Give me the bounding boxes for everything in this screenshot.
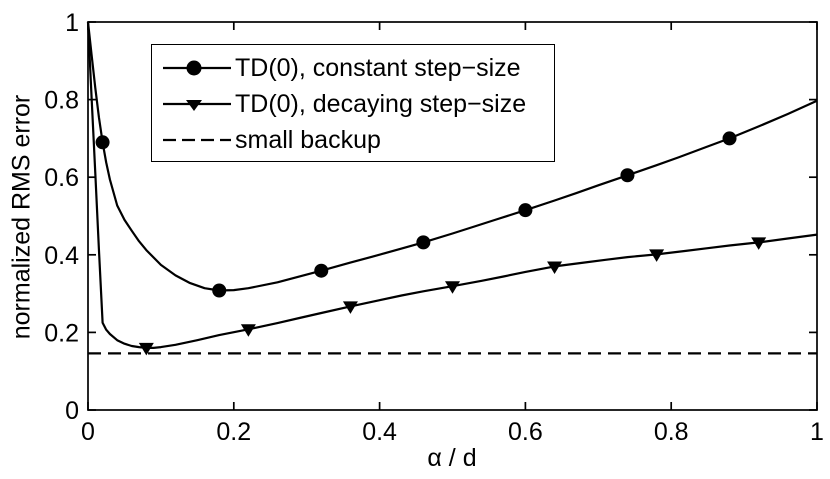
y-tick-label: 0.2	[44, 319, 79, 347]
legend-entry: TD(0), decaying step−size	[163, 86, 554, 122]
data-marker-triangle	[445, 281, 460, 294]
series-line	[86, 21, 818, 292]
data-marker-triangle	[751, 237, 767, 250]
data-marker-triangle	[342, 301, 358, 314]
series-line	[86, 21, 818, 349]
legend-entry-label: TD(0), decaying step−size	[235, 89, 527, 118]
x-tick-label: 0	[81, 418, 95, 446]
legend-line-circle-marker-icon	[163, 60, 231, 76]
x-axis-label: α / d	[427, 444, 477, 472]
data-marker-circle	[314, 263, 329, 278]
legend-line-triangle-marker-icon	[163, 100, 231, 111]
y-tick-label: 0	[65, 397, 79, 425]
legend-entry: TD(0), constant step−size	[163, 50, 554, 86]
legend-dashed-line-icon	[163, 138, 231, 142]
y-tick-label: 1	[65, 9, 79, 37]
data-marker-circle	[416, 235, 431, 250]
x-tick-label: 0.4	[362, 418, 397, 446]
data-marker-triangle	[649, 249, 665, 262]
data-marker-triangle	[138, 342, 154, 356]
legend-entry-label: TD(0), constant step−size	[235, 53, 521, 82]
data-marker-circle	[620, 168, 635, 183]
x-tick-label: 1	[810, 418, 824, 446]
y-tick-label: 0.4	[44, 242, 79, 270]
data-marker-circle	[722, 131, 737, 146]
y-axis-label: normalized RMS error	[7, 94, 36, 340]
data-marker-triangle	[547, 261, 563, 274]
data-marker-triangle	[240, 324, 256, 337]
legend-entry: small backup	[163, 122, 554, 158]
y-tick-label: 0.8	[44, 87, 79, 115]
data-marker-circle	[212, 283, 227, 298]
data-marker-circle	[95, 135, 110, 150]
legend: TD(0), constant step−size TD(0), decayin…	[151, 44, 555, 162]
axes-frame	[87, 21, 818, 411]
legend-entry-label: small backup	[235, 125, 381, 154]
x-tick-label: 0.8	[654, 418, 689, 446]
x-tick-label: 0.2	[216, 418, 251, 446]
x-tick-label: 0.6	[508, 418, 543, 446]
data-marker-circle	[518, 203, 533, 218]
y-tick-label: 0.6	[44, 164, 79, 192]
